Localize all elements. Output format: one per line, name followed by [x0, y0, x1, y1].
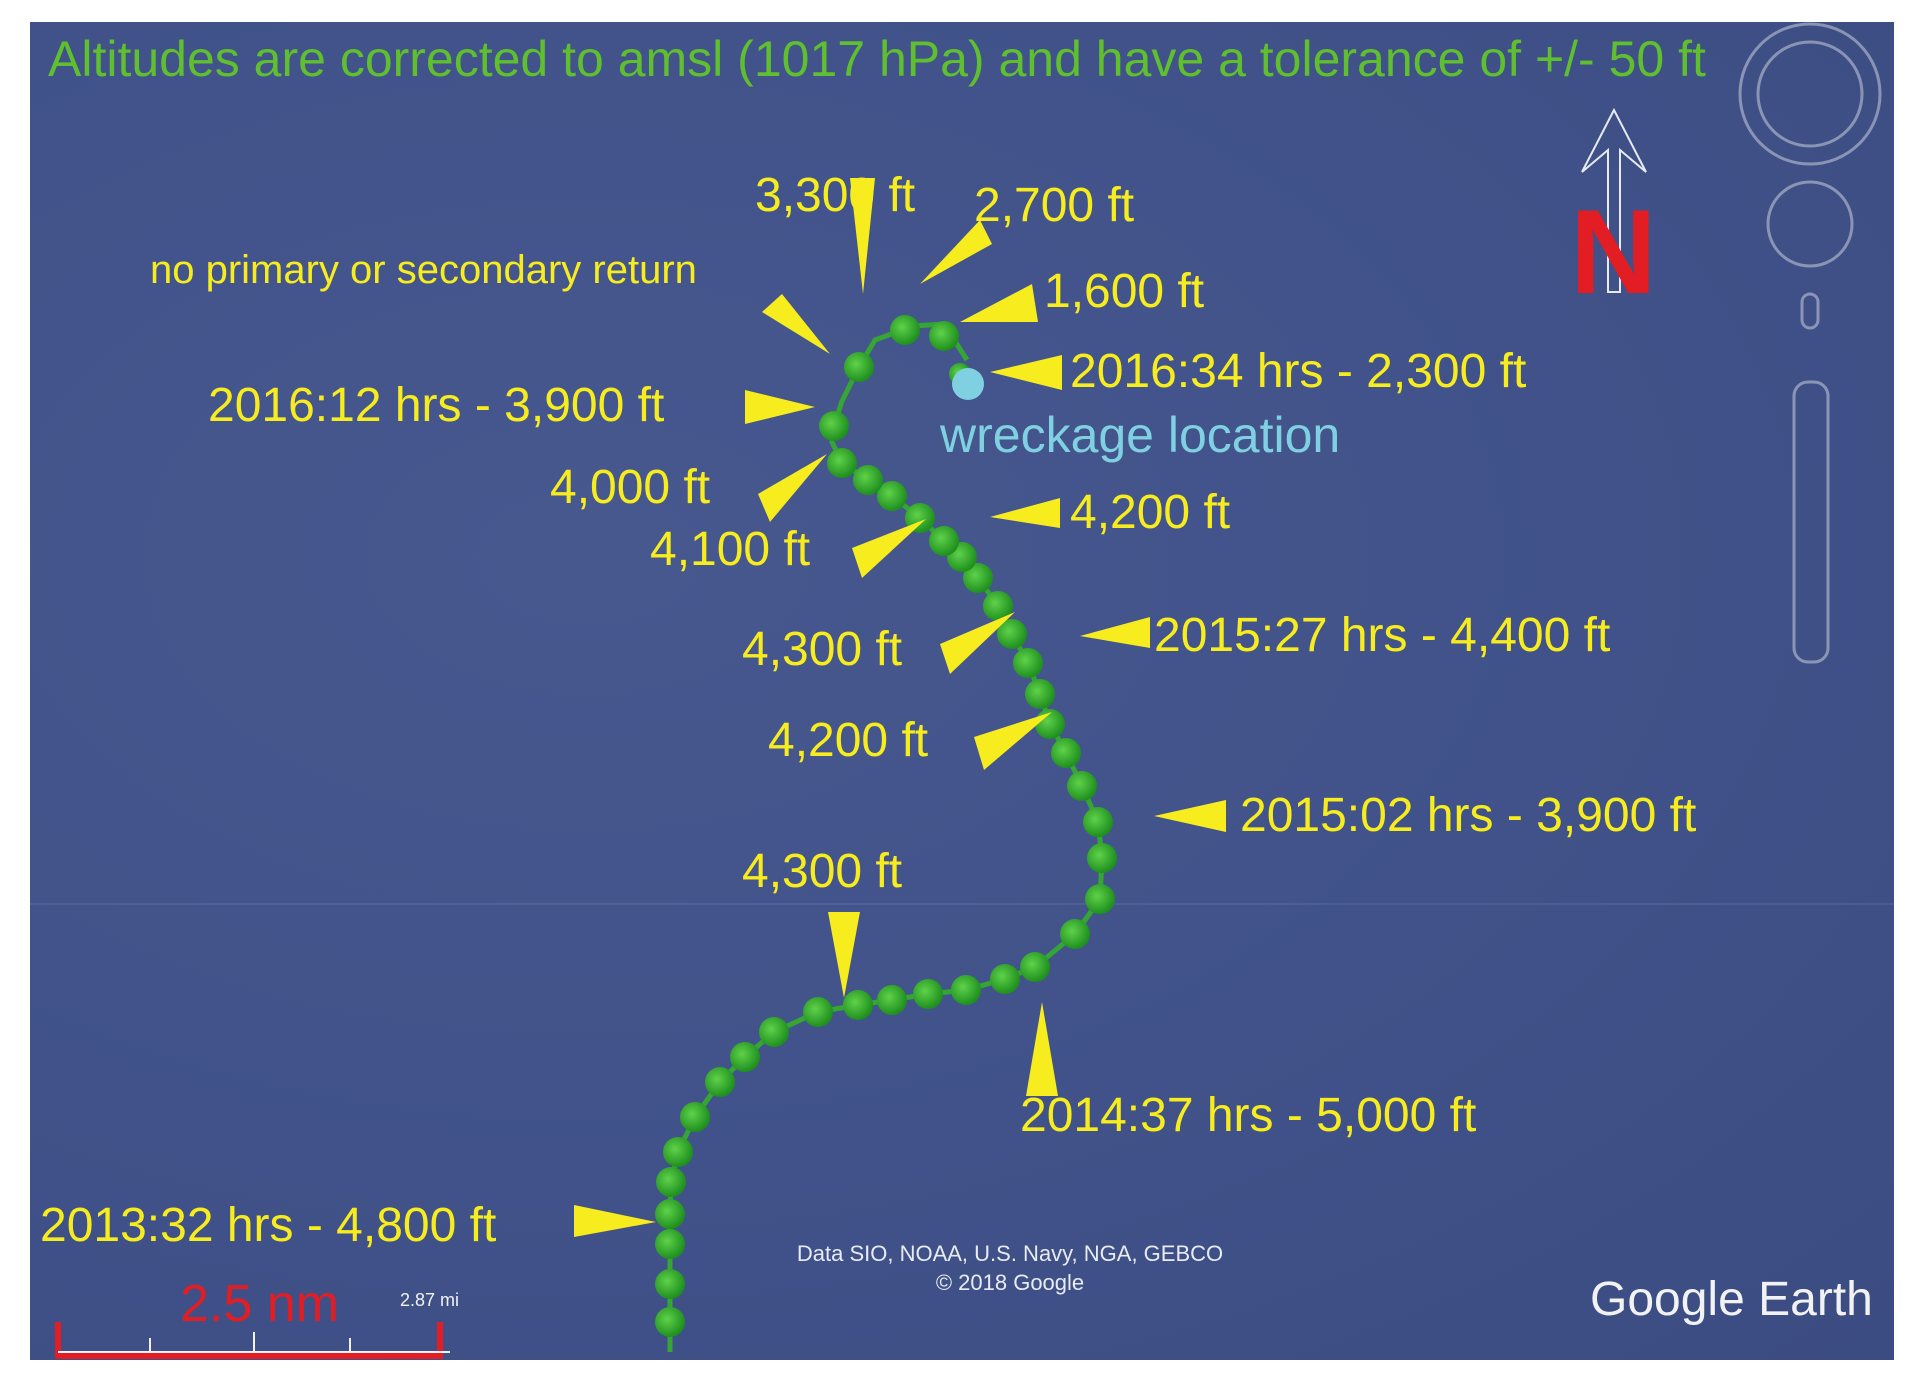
google-earth-logo: Google Earth	[1590, 1273, 1873, 1326]
track-point	[1051, 738, 1081, 768]
track-point	[655, 1269, 685, 1299]
arrow-4100	[852, 519, 926, 578]
track-point	[663, 1137, 693, 1167]
track-point	[877, 481, 907, 511]
track-point	[929, 526, 959, 556]
attribution-line-2: © 2018 Google	[935, 1269, 1085, 1295]
track-point	[655, 1229, 685, 1259]
map-view[interactable]: Altitudes are corrected to amsl (1017 hP…	[30, 22, 1894, 1360]
track-point	[1067, 771, 1097, 801]
label-no-return: no primary or secondary return	[150, 248, 697, 292]
track-point	[1087, 843, 1117, 873]
track-point	[963, 563, 993, 593]
label-2015-27: 2015:27 hrs - 4,400 ft	[1154, 609, 1611, 662]
label-4200-ft-upper: 4,200 ft	[1070, 486, 1231, 539]
pegman-icon[interactable]	[1800, 292, 1820, 330]
track-point	[1025, 679, 1055, 709]
arrow-4000	[758, 454, 827, 522]
scale-label-nm: 2.5 nm	[180, 1275, 339, 1333]
label-4300-ft-mid: 4,300 ft	[742, 623, 903, 676]
track-point	[1060, 919, 1090, 949]
track-point	[827, 448, 857, 478]
arrow-2015-27	[1080, 617, 1150, 648]
track-point	[877, 985, 907, 1015]
label-2014-37: 2014:37 hrs - 5,000 ft	[1020, 1089, 1477, 1142]
track-point	[680, 1102, 710, 1132]
arrow-2013-32	[574, 1205, 656, 1237]
track-point	[983, 591, 1013, 621]
track-point	[913, 979, 943, 1009]
label-4000-ft: 4,000 ft	[550, 461, 711, 514]
track-point	[1083, 807, 1113, 837]
track-point	[853, 465, 883, 495]
track-point	[929, 321, 959, 351]
track-point	[990, 964, 1020, 994]
look-joystick-icon[interactable]	[1766, 180, 1854, 268]
track-point	[890, 315, 920, 345]
label-4300-ft-low: 4,300 ft	[742, 845, 903, 898]
track-points	[655, 315, 1117, 1337]
track-point	[1020, 952, 1050, 982]
flight-track-line	[667, 321, 1105, 1352]
label-4100-ft: 4,100 ft	[650, 523, 811, 576]
track-point	[730, 1042, 760, 1072]
label-3300-ft-top: 3,300 ft	[755, 169, 916, 222]
label-2016-34: 2016:34 hrs - 2,300 ft	[1070, 345, 1527, 398]
altitude-tolerance-note: Altitudes are corrected to amsl (1017 hP…	[48, 31, 1706, 87]
track-point	[656, 1167, 686, 1197]
wreckage-location-label: wreckage location	[940, 407, 1341, 463]
arrow-4200-upper	[990, 498, 1060, 528]
track-point	[655, 1199, 685, 1229]
attribution-line-1: Data SIO, NOAA, U.S. Navy, NGA, GEBCO	[796, 1241, 1224, 1266]
data-attribution: Data SIO, NOAA, U.S. Navy, NGA, GEBCO © …	[730, 1240, 1290, 1297]
arrow-2014-37	[1026, 1002, 1058, 1096]
arrow-2700	[920, 220, 992, 284]
north-arrow-icon	[1581, 107, 1647, 293]
label-1600-ft: 1,600 ft	[1044, 265, 1205, 318]
label-2015-02: 2015:02 hrs - 3,900 ft	[1240, 789, 1697, 842]
track-point	[1013, 648, 1043, 678]
track-point	[951, 975, 981, 1005]
track-point	[819, 411, 849, 441]
compass-ring-icon[interactable]	[1738, 22, 1882, 166]
arrow-2016-34	[990, 355, 1062, 390]
scale-bar-nm	[55, 1322, 443, 1359]
arrow-2016-12	[745, 390, 815, 424]
label-4200-ft-lower: 4,200 ft	[768, 714, 929, 767]
arrow-4300-low	[828, 912, 860, 998]
arrow-1600	[960, 284, 1038, 322]
track-point	[1085, 884, 1115, 914]
track-point	[705, 1067, 735, 1097]
compass-inner-icon	[1756, 40, 1864, 148]
zoom-slider-icon[interactable]	[1792, 380, 1830, 664]
arrow-4300-mid	[940, 612, 1015, 674]
track-point	[843, 990, 873, 1020]
scale-bar	[55, 1322, 450, 1359]
pointer-arrows	[574, 178, 1226, 1237]
label-2700-ft: 2,700 ft	[974, 179, 1135, 232]
track-point	[803, 997, 833, 1027]
track-point	[997, 619, 1027, 649]
scale-label-mi: 2.87 mi	[400, 1290, 460, 1310]
track-point	[655, 1307, 685, 1337]
north-indicator: N	[1570, 185, 1657, 319]
arrow-2015-02	[1154, 800, 1226, 832]
arrow-4200-lower	[974, 712, 1052, 770]
label-2016-12: 2016:12 hrs - 3,900 ft	[208, 379, 665, 432]
track-point	[844, 352, 874, 382]
map-overlay	[30, 22, 1894, 1359]
wreckage-marker	[952, 368, 984, 400]
label-2013-32: 2013:32 hrs - 4,800 ft	[40, 1199, 497, 1252]
arrow-3300-top	[850, 178, 875, 294]
nav-controls[interactable]	[1738, 22, 1882, 664]
arrow-no-return	[762, 294, 830, 354]
track-point	[759, 1017, 789, 1047]
